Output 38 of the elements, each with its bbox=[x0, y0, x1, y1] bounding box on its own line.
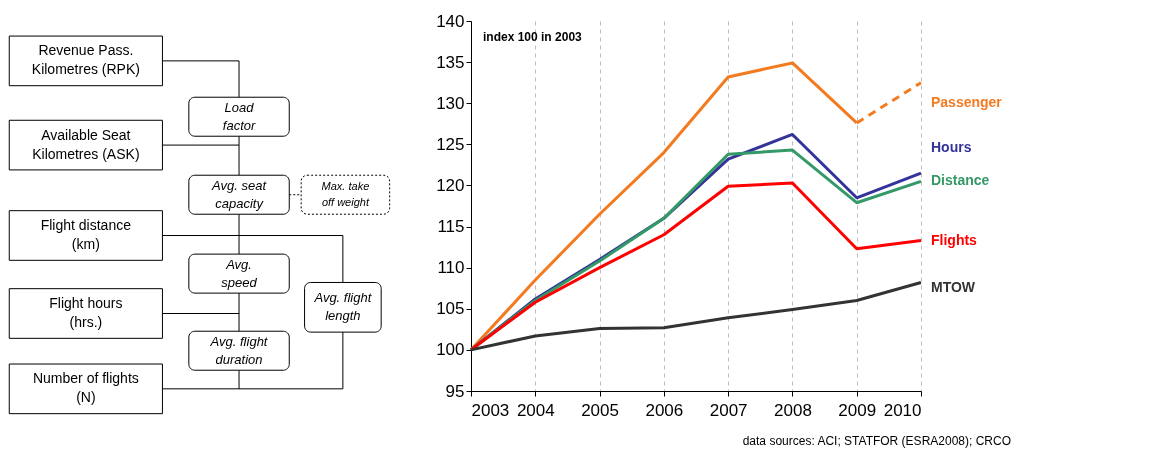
text: Available Seat Kilometres (ASK) bbox=[32, 126, 140, 162]
text: Number of flights (N) bbox=[32, 370, 139, 406]
text: Revenue Pass. Kilometres (RPK) bbox=[31, 42, 140, 78]
text: Passenger bbox=[931, 93, 1003, 110]
text: Max. take off weight bbox=[321, 179, 370, 208]
y-tick-label: 100 bbox=[436, 340, 465, 360]
x-tick-label: 2008 bbox=[774, 400, 812, 420]
text: Flight distance (km) bbox=[40, 217, 132, 252]
text: Avg. speed bbox=[221, 256, 258, 290]
y-tick-label: 105 bbox=[436, 299, 465, 319]
y-tick-label: 125 bbox=[436, 134, 465, 154]
x-tick-label: 2006 bbox=[645, 400, 684, 420]
series-label: MTOW bbox=[931, 279, 976, 296]
line-series bbox=[469, 280, 923, 352]
y-tick-label: 130 bbox=[436, 93, 465, 113]
y-tick-label: 135 bbox=[436, 52, 465, 72]
annotation: index 100 in 2003 bbox=[483, 30, 583, 44]
text: Load factor bbox=[222, 99, 256, 133]
text: Avg. seat capacity bbox=[211, 177, 268, 211]
text: Avg. flight length bbox=[313, 290, 373, 324]
y-tick-label: 115 bbox=[437, 217, 465, 237]
x-tick-label: 2010 bbox=[883, 400, 922, 420]
text: Flight hours (hrs.) bbox=[49, 295, 123, 330]
x-tick-label: 2004 bbox=[516, 400, 555, 420]
x-tick-label: 2007 bbox=[709, 400, 748, 420]
text: data sources: ACI; STATFOR (ESRA2008); CRCO bbox=[742, 434, 1011, 448]
y-tick-label: 110 bbox=[437, 258, 465, 278]
x-tick-label: 2005 bbox=[581, 400, 619, 420]
y-tick-label: 140 bbox=[436, 11, 465, 31]
line-series bbox=[469, 181, 923, 352]
x-tick-label: 2003 bbox=[471, 400, 510, 420]
series-label: Distance bbox=[931, 172, 990, 189]
y-tick-label: 95 bbox=[445, 381, 465, 401]
x-tick-label: 2009 bbox=[838, 400, 877, 420]
y-tick-label: 120 bbox=[436, 175, 465, 195]
series-label: Hours bbox=[931, 139, 972, 156]
text: Avg. flight duration bbox=[209, 333, 269, 367]
series-label: Flights bbox=[931, 231, 978, 248]
